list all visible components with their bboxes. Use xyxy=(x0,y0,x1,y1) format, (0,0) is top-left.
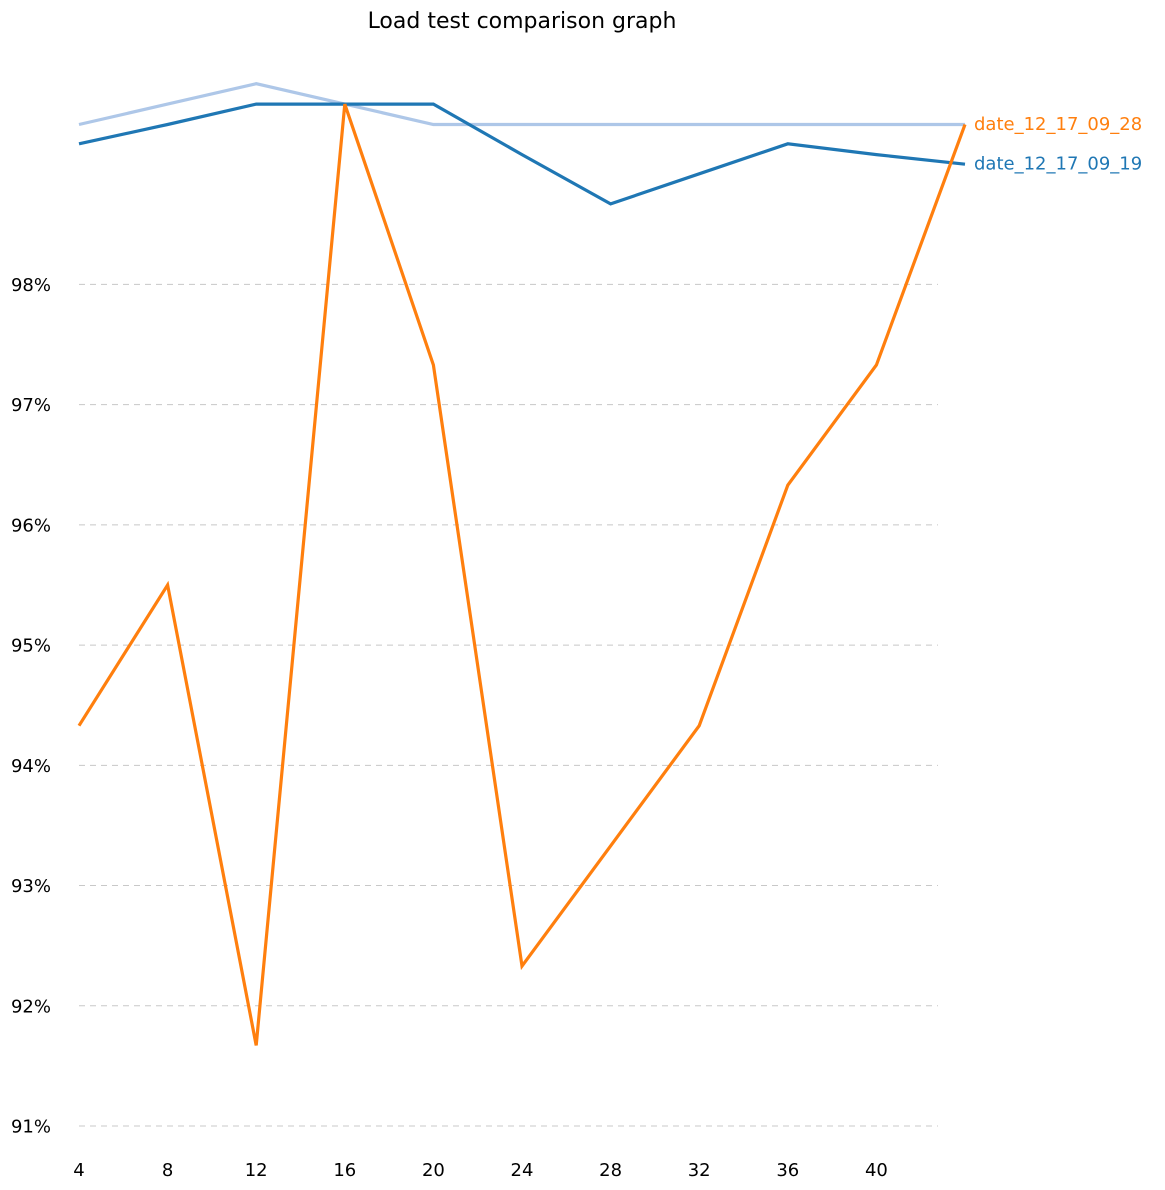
y-tick-label: 95% xyxy=(11,636,51,657)
x-tick-label: 20 xyxy=(422,1160,445,1181)
x-tick-label: 12 xyxy=(245,1160,268,1181)
y-tick-label: 93% xyxy=(11,876,51,897)
series-lines xyxy=(77,82,967,1046)
series-labels: date_12_17_09_19 date_12_17_09_28 xyxy=(974,114,1142,175)
series-line-0 xyxy=(78,82,965,127)
x-tick-label: 40 xyxy=(865,1160,888,1181)
y-tick-label: 94% xyxy=(11,756,51,777)
y-tick-label: 92% xyxy=(11,996,51,1017)
x-tick-label: 24 xyxy=(511,1160,534,1181)
y-axis-ticks: 91% 92% 93% 94% 95% 96% 97% 98% xyxy=(11,275,51,1138)
x-axis-ticks: 4 8 12 16 20 24 28 32 36 40 xyxy=(73,1160,888,1181)
gridlines xyxy=(79,283,938,1127)
x-tick-label: 16 xyxy=(333,1160,356,1181)
series-line-1 xyxy=(78,102,966,206)
series-line-2 xyxy=(77,103,967,1046)
chart-title: Load test comparison graph xyxy=(368,9,677,34)
x-tick-label: 8 xyxy=(162,1160,173,1181)
x-tick-label: 32 xyxy=(688,1160,711,1181)
y-tick-label: 91% xyxy=(11,1117,51,1138)
series-label: date_12_17_09_19 xyxy=(974,154,1142,175)
y-tick-label: 96% xyxy=(11,515,51,536)
series-label: date_12_17_09_28 xyxy=(974,114,1142,135)
y-tick-label: 98% xyxy=(11,275,51,296)
x-tick-label: 4 xyxy=(73,1160,84,1181)
x-tick-label: 28 xyxy=(599,1160,622,1181)
x-tick-label: 36 xyxy=(776,1160,799,1181)
y-tick-label: 97% xyxy=(11,395,51,416)
